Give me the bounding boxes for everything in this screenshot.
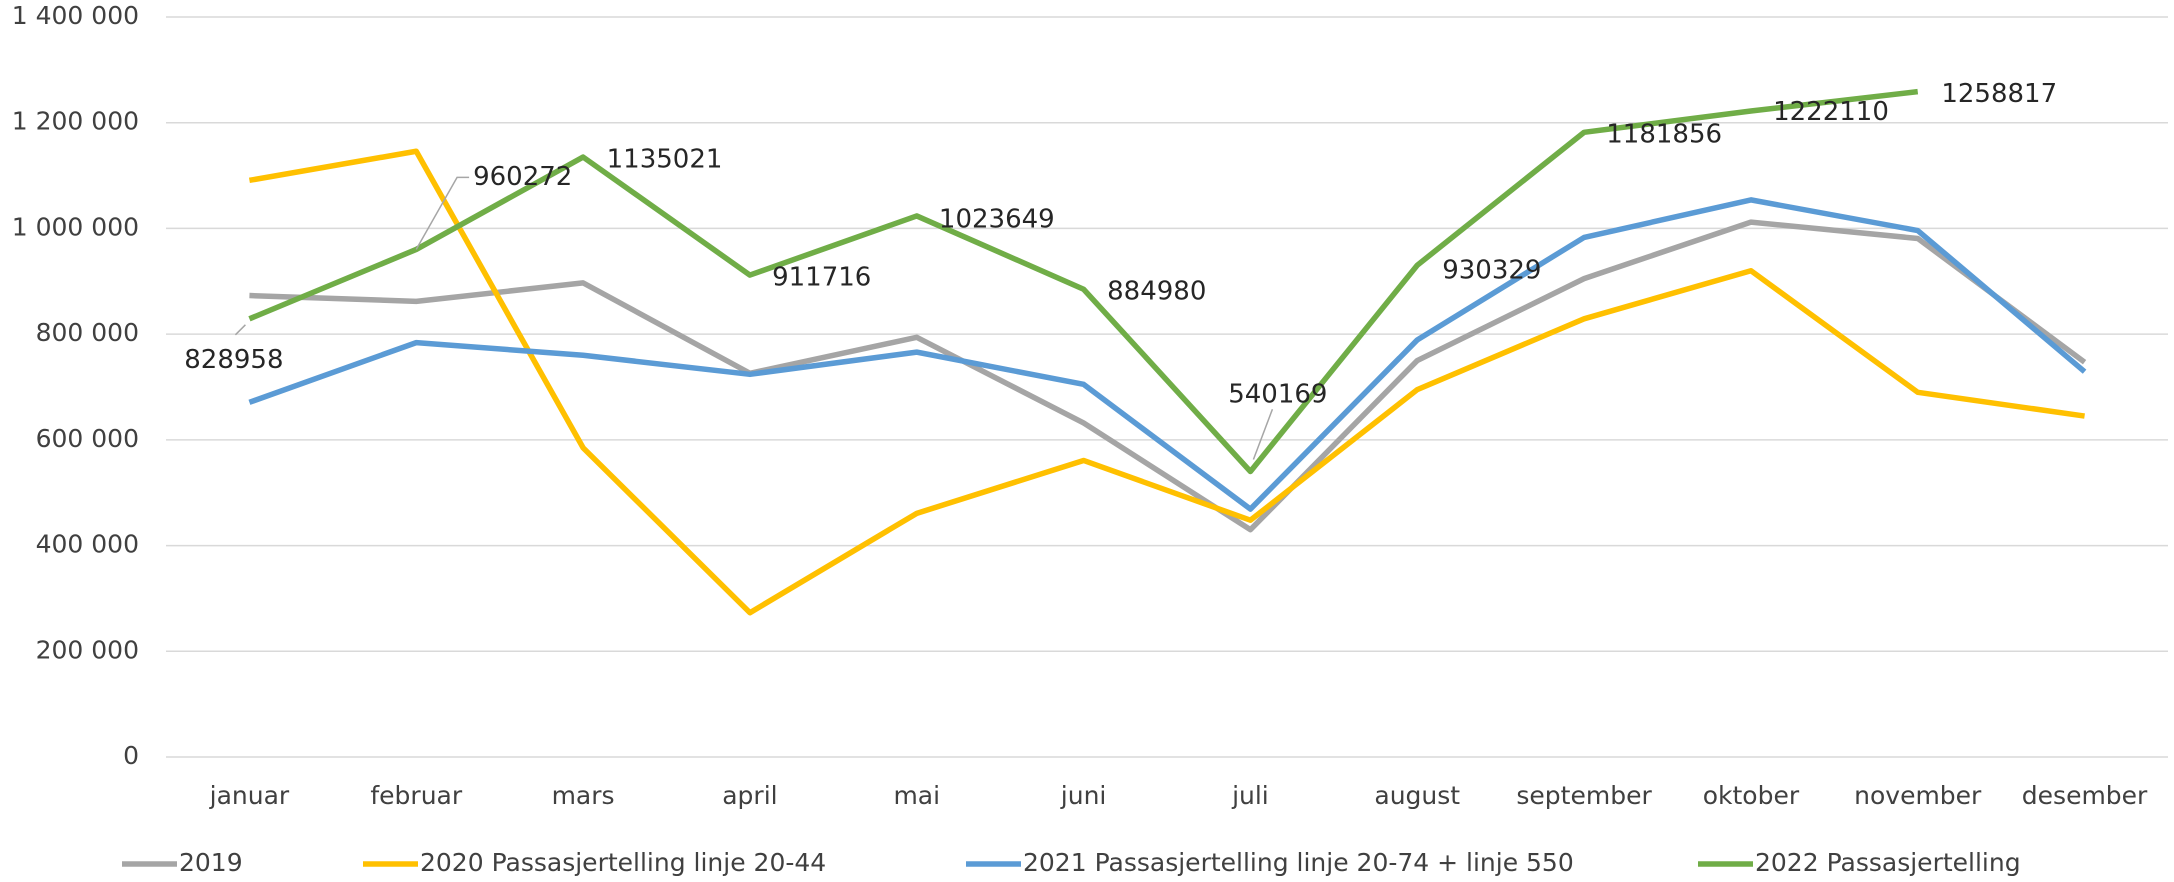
data-label: 960272	[473, 162, 572, 192]
data-label: 828958	[184, 345, 283, 375]
x-tick-label: juli	[1231, 781, 1269, 810]
data-label: 1023649	[939, 205, 1055, 235]
x-tick-label: mai	[893, 781, 940, 810]
x-tick-label: mars	[552, 781, 615, 810]
x-tick-label: juni	[1060, 781, 1107, 810]
y-tick-label: 1 200 000	[12, 107, 139, 136]
leader-line	[415, 176, 470, 250]
data-label: 930329	[1442, 255, 1541, 285]
x-tick-label: oktober	[1703, 781, 1800, 810]
y-tick-label: 0	[123, 741, 139, 770]
series-line	[248, 148, 2085, 616]
x-tick-label: januar	[209, 781, 290, 810]
data-label: 1181856	[1606, 120, 1722, 150]
y-tick-label: 200 000	[36, 635, 139, 664]
series-line	[249, 219, 2087, 533]
x-tick-label: november	[1854, 781, 1982, 810]
y-tick-label: 600 000	[36, 424, 139, 453]
data-label: 1135021	[607, 144, 723, 174]
series-line	[248, 197, 2087, 512]
x-tick-label: februar	[370, 781, 462, 810]
leader-line	[234, 324, 246, 336]
x-tick-label: august	[1374, 781, 1460, 810]
data-label: 1258817	[1941, 79, 2057, 109]
x-tick-label: september	[1516, 781, 1652, 810]
data-label: 911716	[772, 262, 871, 292]
data-label: 1222110	[1773, 97, 1889, 127]
y-tick-label: 400 000	[36, 530, 139, 559]
legend-label: 2020 Passasjertelling linje 20-44	[420, 848, 826, 877]
y-tick-label: 800 000	[36, 318, 139, 347]
legend-label: 2022 Passasjertelling	[1755, 848, 2021, 877]
data-label: 884980	[1107, 276, 1206, 306]
leader-line	[1252, 408, 1274, 460]
x-tick-label: desember	[2022, 781, 2148, 810]
y-tick-label: 1 400 000	[12, 1, 139, 30]
data-label: 540169	[1228, 380, 1327, 410]
x-tick-label: april	[722, 781, 777, 810]
y-tick-label: 1 000 000	[12, 212, 139, 241]
legend-label: 2021 Passasjertelling linje 20-74 + linj…	[1023, 848, 1574, 877]
series-line	[248, 88, 1919, 475]
legend-label: 2019	[179, 848, 243, 877]
